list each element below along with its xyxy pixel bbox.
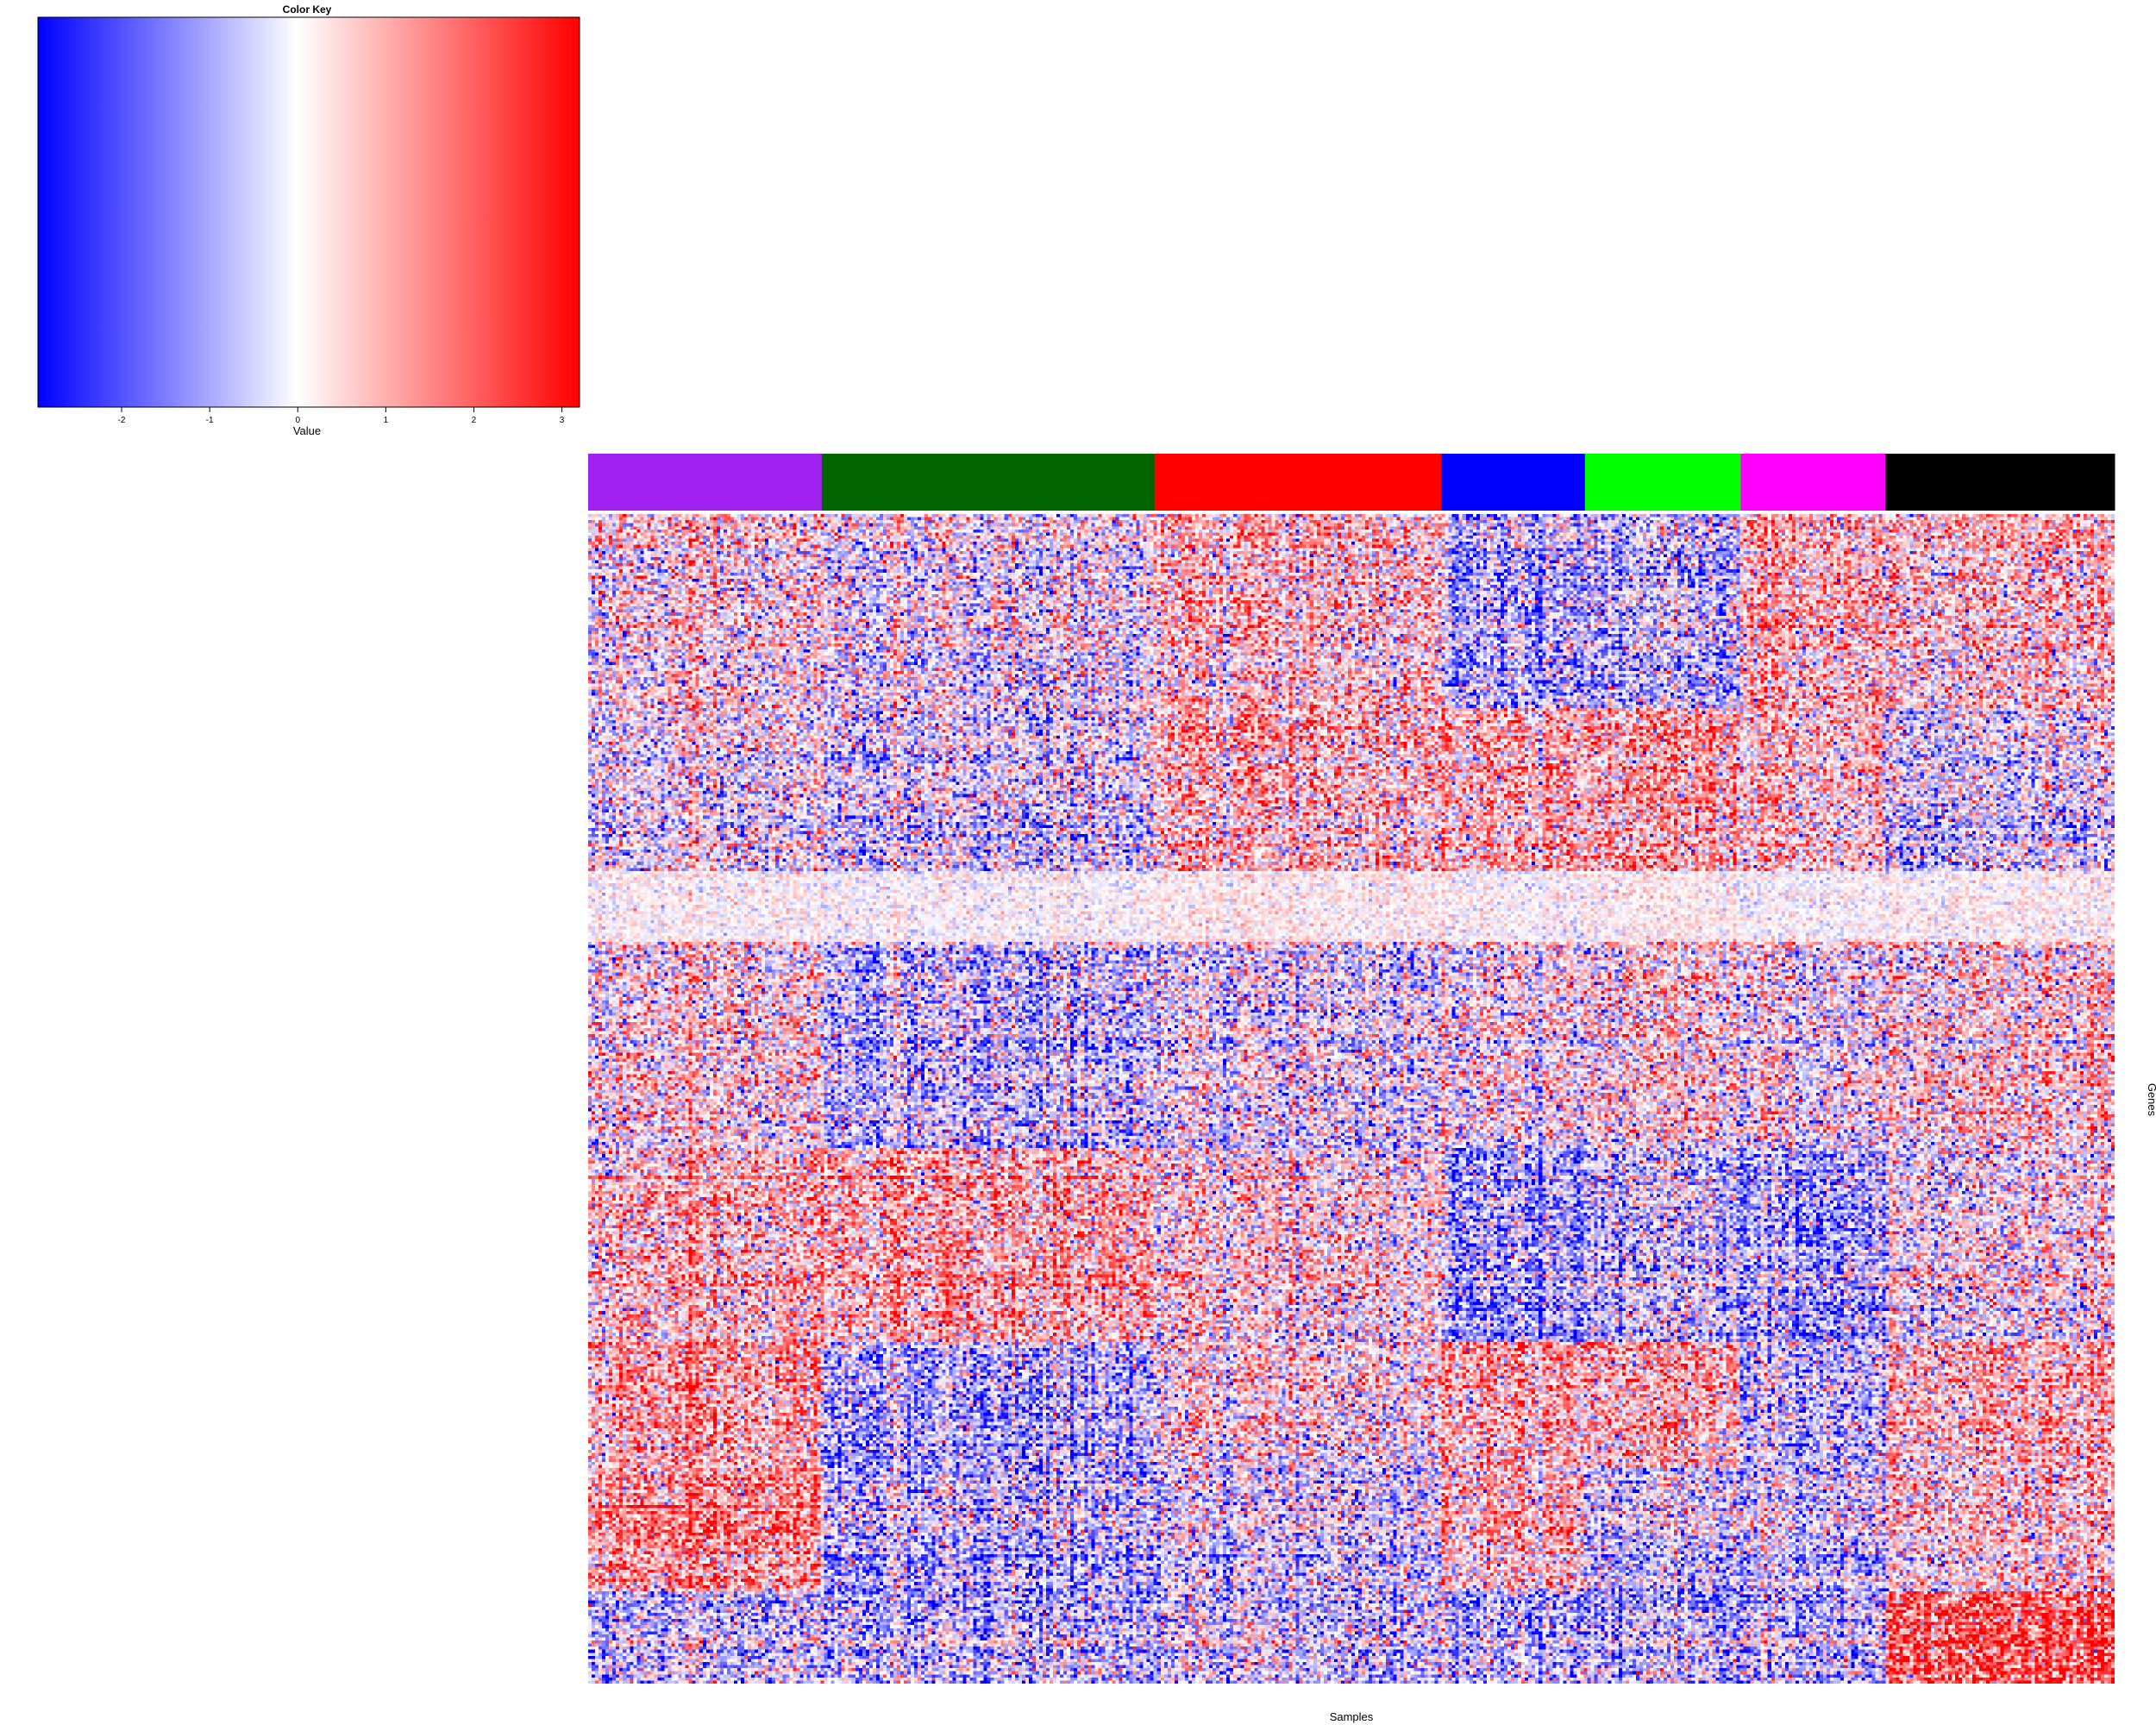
color-key-tick-label: 1 [384, 416, 389, 425]
color-key: Color Key -2 -1 0 1 2 3 Value [37, 3, 580, 437]
color-key-title: Color Key [283, 3, 332, 16]
heatmap-matrix [588, 514, 2115, 1684]
color-key-xlabel: Value [293, 424, 321, 437]
sample-group-bar [588, 454, 2115, 511]
color-key-tick-label: -1 [206, 416, 214, 425]
heatmap-cells [588, 514, 2115, 1684]
sample-group-segment [1441, 454, 1586, 511]
color-key-tick-label: 0 [295, 416, 300, 425]
sample-group-segment [1885, 454, 2115, 511]
x-axis-label: Samples [1330, 1710, 1374, 1723]
color-key-tick-label: -2 [118, 416, 126, 425]
sample-group-segment [1584, 454, 1741, 511]
sample-group-segment [588, 454, 823, 511]
color-key-tick-label: 3 [560, 416, 565, 425]
sample-group-segment [1740, 454, 1886, 511]
sample-group-segment [1154, 454, 1442, 511]
sample-group-segment [821, 454, 1156, 511]
y-axis-label: Genes [2146, 1083, 2156, 1117]
color-key-ticks: -2 -1 0 1 2 3 [118, 407, 565, 425]
color-key-tick-label: 2 [472, 416, 477, 425]
color-key-bar [37, 16, 580, 408]
